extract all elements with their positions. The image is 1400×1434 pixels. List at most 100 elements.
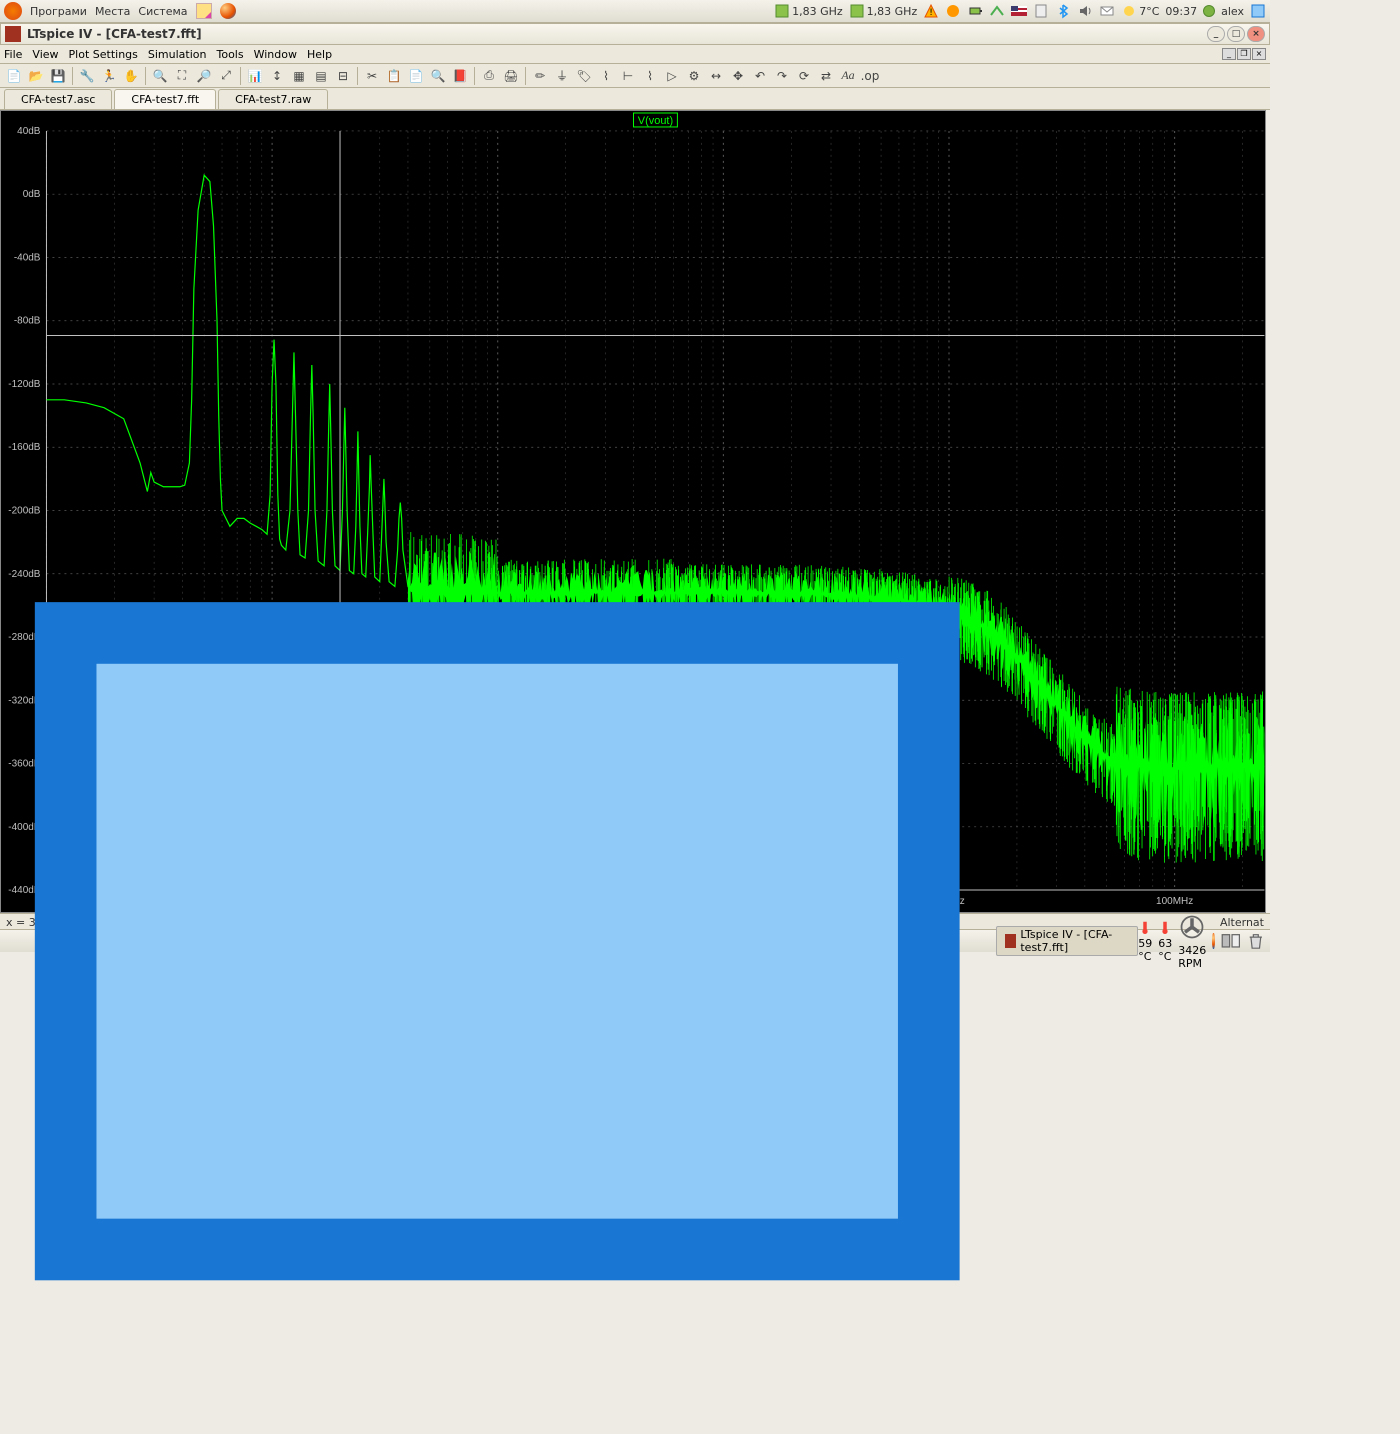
place-ind-icon[interactable]: ⌇	[640, 66, 660, 86]
firefox-tray-icon[interactable]	[1212, 933, 1214, 949]
tab-asc[interactable]: CFA-test7.asc	[4, 89, 112, 109]
pick-visible-icon[interactable]: 📊	[245, 66, 265, 86]
user-name[interactable]: alex	[1221, 5, 1244, 18]
new-schematic-icon[interactable]: 📄	[4, 66, 24, 86]
undo-icon[interactable]: ↶	[750, 66, 770, 86]
svg-text:-120dB: -120dB	[8, 379, 40, 390]
mdi-close[interactable]: ×	[1252, 48, 1266, 60]
menu-tools[interactable]: Tools	[216, 48, 243, 61]
task-label: LTspice IV - [CFA-test7.fft]	[1020, 928, 1129, 954]
volume-icon[interactable]	[1077, 3, 1093, 19]
gnome-menu-apps[interactable]: Програми	[30, 5, 87, 18]
tab-raw[interactable]: CFA-test7.raw	[218, 89, 328, 109]
svg-text:100MHz: 100MHz	[1156, 896, 1193, 907]
shutdown-icon[interactable]	[1250, 3, 1266, 19]
tomboy-icon[interactable]	[196, 3, 212, 19]
spice-error-log-icon[interactable]: 📕	[450, 66, 470, 86]
bluetooth-icon[interactable]	[1055, 3, 1071, 19]
temp-sensor-2[interactable]: 63 °C	[1158, 920, 1172, 963]
menu-file[interactable]: File	[4, 48, 22, 61]
menu-help[interactable]: Help	[307, 48, 332, 61]
cpu-freq-2[interactable]: 1,83 GHz	[849, 3, 918, 19]
maximize-button[interactable]: □	[1227, 26, 1245, 42]
place-diode-icon[interactable]: ▷	[662, 66, 682, 86]
spice-directive-icon[interactable]: .op	[860, 66, 880, 86]
ubuntu-logo-icon[interactable]	[4, 2, 22, 20]
show-desktop-icon[interactable]	[4, 448, 990, 1434]
svg-text:!: !	[929, 8, 933, 18]
svg-text:V(vout): V(vout)	[638, 115, 673, 127]
save-icon[interactable]: 💾	[48, 66, 68, 86]
menu-simulation[interactable]: Simulation	[148, 48, 207, 61]
flag-us-icon[interactable]	[1011, 3, 1027, 19]
component-icon[interactable]: ⚙	[684, 66, 704, 86]
svg-text:-40dB: -40dB	[14, 252, 41, 263]
mirror-icon[interactable]: ⇄	[816, 66, 836, 86]
gnome-top-panel: Програми Места Система 1,83 GHz 1,83 GHz…	[0, 0, 1270, 23]
pan-icon[interactable]: ⛶	[172, 66, 192, 86]
redo-icon[interactable]: ↷	[772, 66, 792, 86]
clock[interactable]: 09:37	[1165, 5, 1197, 18]
print-setup-icon[interactable]: ⎙	[479, 66, 499, 86]
power-icon[interactable]	[967, 3, 983, 19]
mdi-minimize[interactable]: _	[1222, 48, 1236, 60]
drag-icon[interactable]: ✥	[728, 66, 748, 86]
cut-icon[interactable]: ✂	[362, 66, 382, 86]
place-res-icon[interactable]: ⌇	[596, 66, 616, 86]
temp-sensor-1[interactable]: 59 °C	[1138, 920, 1152, 963]
file-tabs: CFA-test7.asc CFA-test7.fft CFA-test7.ra…	[0, 88, 1270, 110]
svg-text:0dB: 0dB	[23, 189, 41, 200]
tile-icon[interactable]: ▦	[289, 66, 309, 86]
window-title-text: LTspice IV - [CFA-test7.fft]	[27, 27, 202, 41]
fan-speed[interactable]: 3426 RPM	[1178, 913, 1206, 970]
cpu-freq-1[interactable]: 1,83 GHz	[774, 3, 843, 19]
minimize-button[interactable]: _	[1207, 26, 1225, 42]
autorange-y-icon[interactable]: ↕	[267, 66, 287, 86]
task-app-icon	[1005, 934, 1016, 948]
control-panel-icon[interactable]: 🔧	[77, 66, 97, 86]
weather-applet[interactable]: 7°C	[1121, 3, 1159, 19]
halt-sim-icon[interactable]: ✋	[121, 66, 141, 86]
workspace-switcher-icon[interactable]	[1221, 931, 1241, 951]
ground-icon[interactable]: ⏚	[552, 66, 572, 86]
menu-plot-settings[interactable]: Plot Settings	[69, 48, 138, 61]
copy-icon[interactable]: 📋	[384, 66, 404, 86]
zoom-in-icon[interactable]: 🔍	[150, 66, 170, 86]
zoom-out-icon[interactable]: 🔎	[194, 66, 214, 86]
network-icon[interactable]	[989, 3, 1005, 19]
move-icon[interactable]: ↔	[706, 66, 726, 86]
autorange-icon[interactable]: ⤢	[216, 66, 236, 86]
mail-icon[interactable]	[1099, 3, 1115, 19]
text-icon[interactable]: Aa	[838, 66, 858, 86]
toolbar: 📄 📂 💾 🔧 🏃 ✋ 🔍 ⛶ 🔎 ⤢ 📊 ↕ ▦ ▤ ⊟ ✂ 📋 📄 🔍 📕 …	[0, 64, 1270, 88]
update-icon[interactable]	[945, 3, 961, 19]
menu-view[interactable]: View	[32, 48, 58, 61]
label-net-icon[interactable]: 🏷	[574, 66, 594, 86]
trash-icon[interactable]	[1246, 931, 1266, 951]
rotate-icon[interactable]: ⟳	[794, 66, 814, 86]
taskbar-button[interactable]: LTspice IV - [CFA-test7.fft]	[996, 926, 1138, 956]
print-icon[interactable]: 🖨	[501, 66, 521, 86]
svg-text:40dB: 40dB	[17, 126, 41, 137]
close-win-icon[interactable]: ⊟	[333, 66, 353, 86]
firefox-icon[interactable]	[220, 3, 236, 19]
app-icon	[5, 26, 21, 42]
svg-text:-80dB: -80dB	[14, 316, 41, 327]
mdi-restore[interactable]: ❐	[1237, 48, 1251, 60]
paste-icon[interactable]: 📄	[406, 66, 426, 86]
window-titlebar[interactable]: LTspice IV - [CFA-test7.fft] _ □ ×	[0, 23, 1270, 45]
place-cap-icon[interactable]: ⊢	[618, 66, 638, 86]
cascade-icon[interactable]: ▤	[311, 66, 331, 86]
open-icon[interactable]: 📂	[26, 66, 46, 86]
gnome-menu-system[interactable]: Система	[138, 5, 187, 18]
search-icon[interactable]: 🔍	[428, 66, 448, 86]
clipboard-icon[interactable]	[1033, 3, 1049, 19]
run-sim-icon[interactable]: 🏃	[99, 66, 119, 86]
presence-icon[interactable]	[1203, 5, 1215, 17]
gnome-menu-places[interactable]: Места	[95, 5, 130, 18]
wire-icon[interactable]: ✏	[530, 66, 550, 86]
tab-fft[interactable]: CFA-test7.fft	[114, 89, 216, 109]
warning-icon[interactable]: !	[923, 3, 939, 19]
menu-window[interactable]: Window	[254, 48, 297, 61]
close-button[interactable]: ×	[1247, 26, 1265, 42]
